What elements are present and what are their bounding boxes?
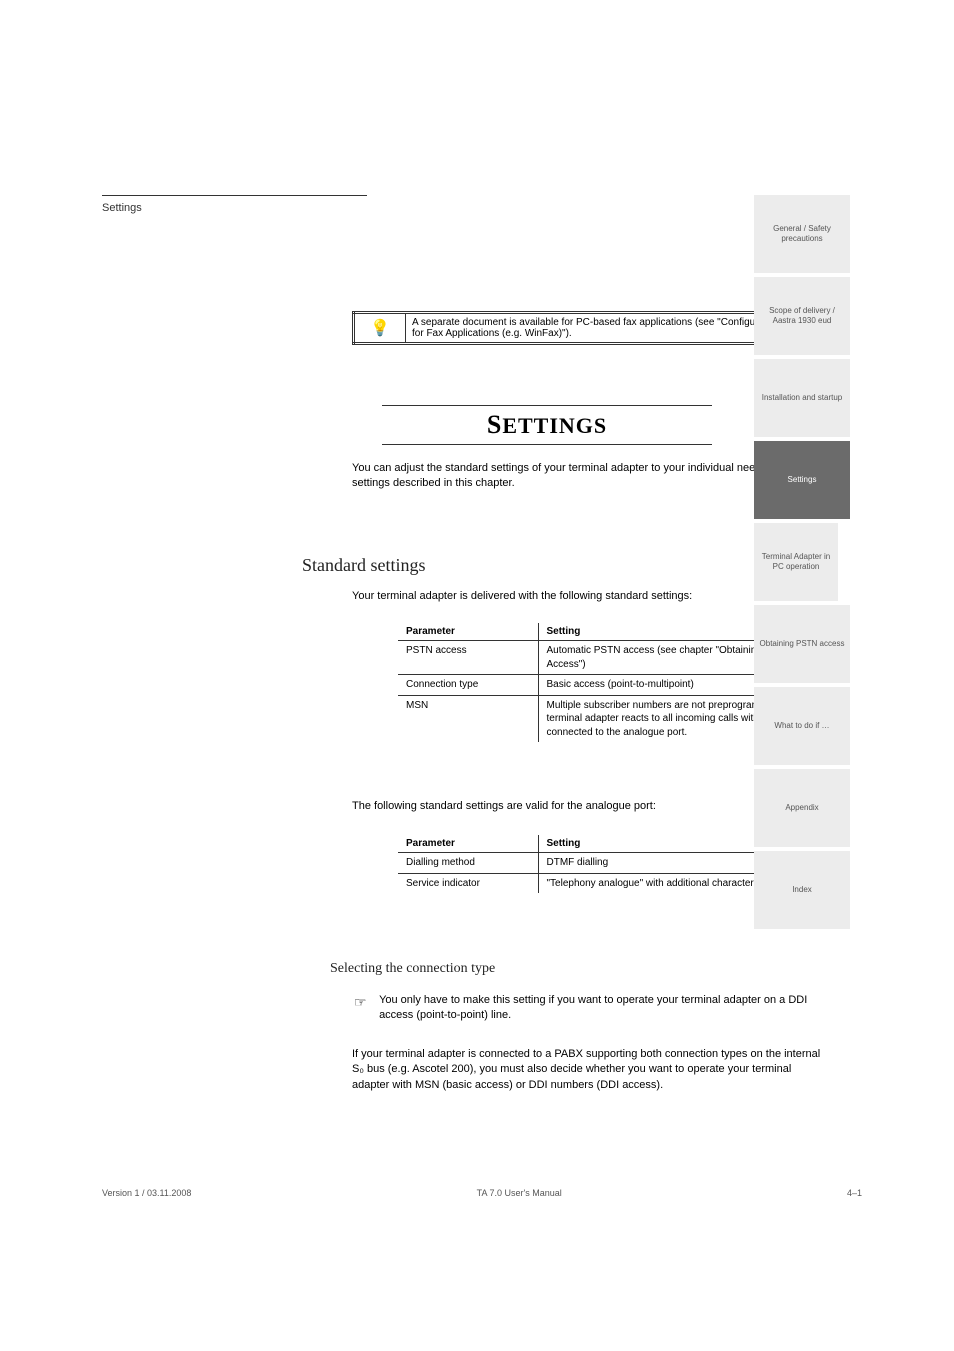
section-title-block: SETTINGS [382,405,712,445]
chapter-header: Settings [102,202,742,214]
page-footer: Version 1 / 03.11.2008 TA 7.0 User's Man… [102,1188,862,1198]
sidebar-tabs: General / Safety precautions Scope of de… [754,195,866,929]
tab-appendix[interactable]: Appendix [754,769,850,847]
tab-pc-operation[interactable]: Terminal Adapter in PC operation [754,523,838,601]
tab-settings[interactable]: Settings [754,441,850,519]
lightbulb-icon: 💡 [354,313,406,344]
footer-title: TA 7.0 User's Manual [477,1188,562,1198]
table1-head-param: Parameter [398,623,538,641]
connection-explanation: If your terminal adapter is connected to… [352,1047,830,1093]
tab-general[interactable]: General / Safety precautions [754,195,850,273]
tab-scope[interactable]: Scope of delivery / Aastra 1930 eud [754,277,850,355]
title-rule-bottom [382,444,712,445]
top-rule [102,195,367,196]
tab-index[interactable]: Index [754,851,850,929]
table2-head-param: Parameter [398,835,538,853]
footer-page-number: 4–1 [847,1188,862,1198]
note-text: You only have to make this setting if yo… [379,993,829,1024]
footer-version: Version 1 / 03.11.2008 [102,1188,191,1198]
param-cell: Connection type [398,675,538,696]
section-title: SETTINGS [382,406,712,444]
heading-connection-type: Selecting the connection type [330,961,495,977]
heading-standard-settings: Standard settings [302,555,426,576]
pointing-hand-icon: ☞ [354,993,376,1013]
tab-pstn[interactable]: Obtaining PSTN access [754,605,850,683]
tab-installation[interactable]: Installation and startup [754,359,850,437]
tab-troubleshoot[interactable]: What to do if … [754,687,850,765]
page-body: Settings 💡 A separate document is availa… [102,195,742,274]
note-row: ☞ You only have to make this setting if … [354,993,832,1024]
param-cell: Service indicator [398,873,538,893]
param-cell: PSTN access [398,641,538,675]
param-cell: MSN [398,695,538,742]
param-cell: Dialling method [398,853,538,874]
